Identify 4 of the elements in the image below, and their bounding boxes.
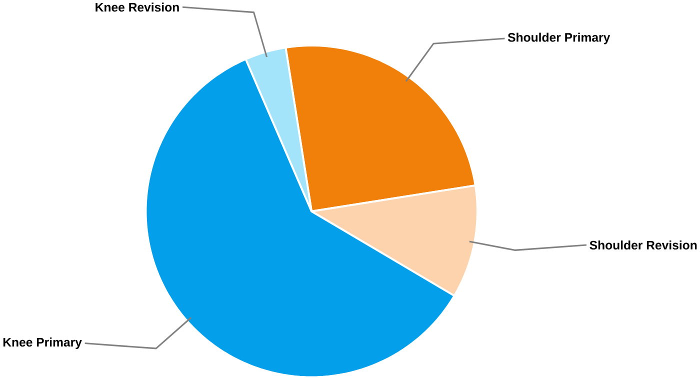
slice-label: Shoulder Revision (590, 240, 697, 250)
slice-label: Knee Primary (3, 337, 82, 349)
slice-label: Shoulder Primary (508, 32, 610, 44)
slice-label: Knee Revision (96, 2, 179, 12)
